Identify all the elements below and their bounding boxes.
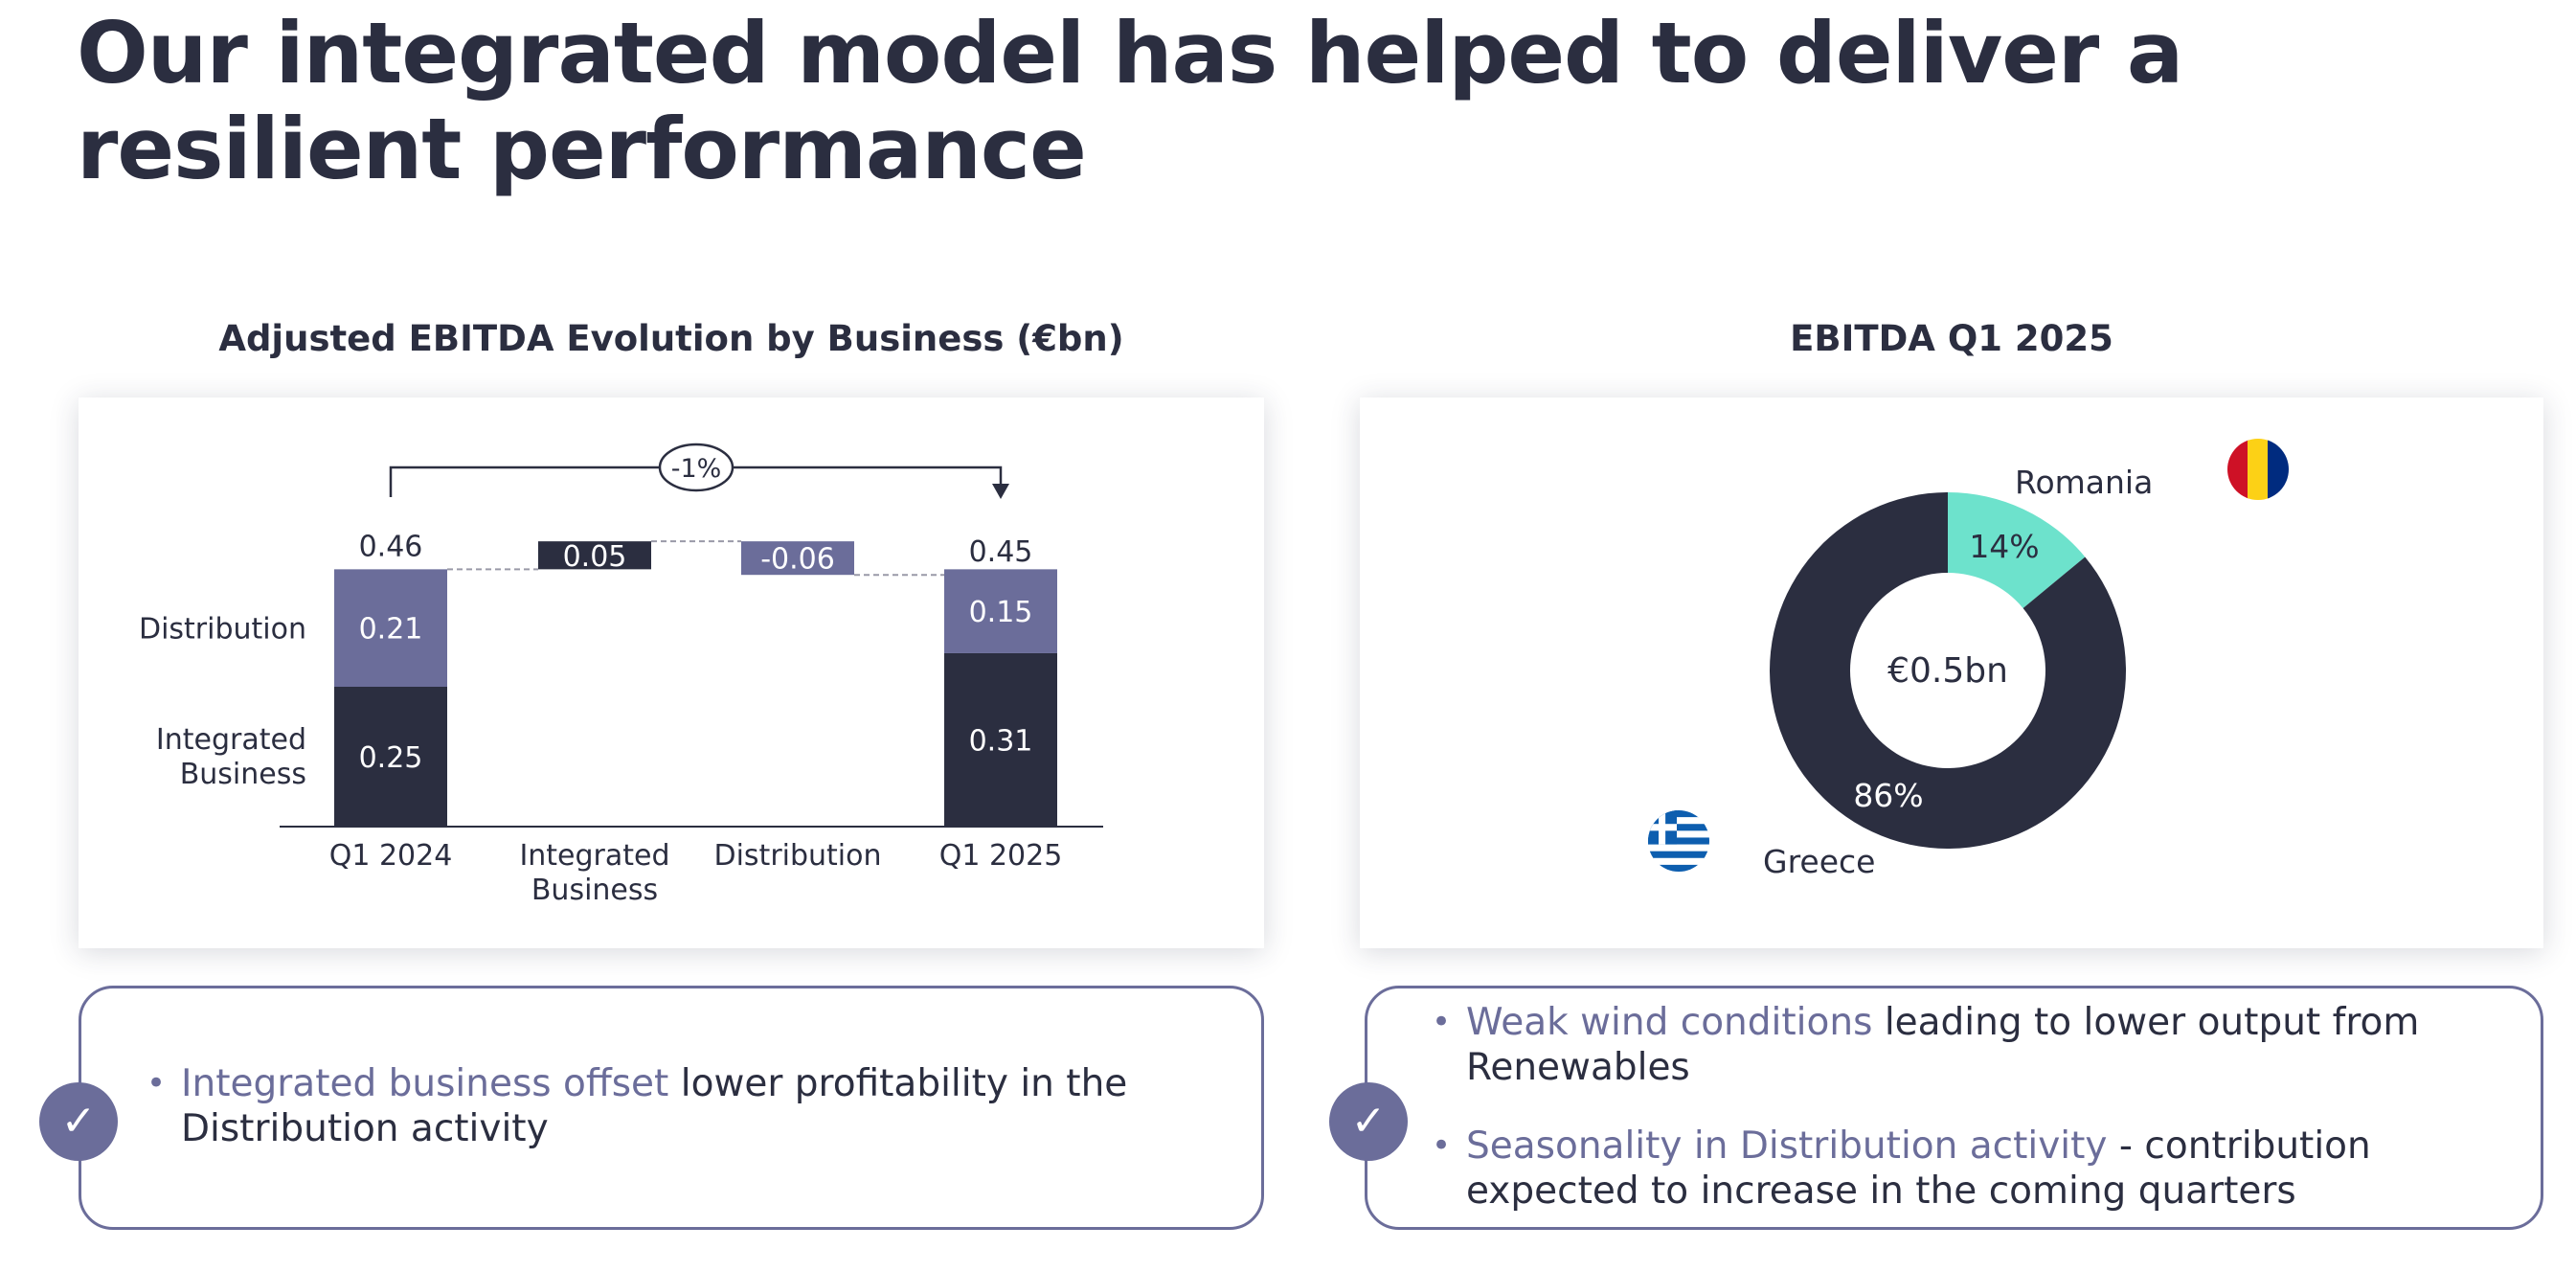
check-icon: ✓: [39, 1082, 118, 1161]
romania-flag-icon: [2227, 439, 2289, 500]
greece-flag-icon: [1648, 810, 1709, 872]
left-note-text: lower profitability in the Distribution …: [181, 1062, 1128, 1150]
delta-label-integrated-business: 0.05: [563, 540, 627, 574]
donut-chart-title: EBITDA Q1 2025: [1790, 318, 2113, 359]
delta-label-distribution: -0.06: [760, 543, 835, 577]
bar-distribution: [944, 569, 1057, 653]
slice-label-romania: 14%: [1969, 528, 2039, 565]
data-label-integrated-business: 0.25: [359, 741, 423, 775]
series-label-integrated-business: Business: [180, 758, 306, 791]
check-icon: ✓: [1329, 1082, 1408, 1161]
page-title: Our integrated model has helped to deliv…: [77, 4, 2183, 198]
bullet-dot: •: [147, 1064, 167, 1102]
region-label-greece: Greece: [1763, 843, 1875, 880]
total-label: 0.45: [969, 535, 1033, 569]
category-label: Integrated: [519, 839, 669, 873]
bar-integrated-business: [334, 687, 447, 827]
right-note-1-text: leading to lower output from Renewables: [1466, 1001, 2420, 1089]
total-label: 0.46: [359, 530, 423, 563]
right-note-2-highlight: Seasonality in Distribution activity: [1466, 1124, 2108, 1168]
category-label: Business: [531, 874, 658, 907]
change-label: -1%: [671, 454, 722, 484]
right-note-box: • Weak wind conditions leading to lower …: [1365, 986, 2543, 1230]
change-badge: [658, 443, 734, 492]
region-label-romania: Romania: [2015, 464, 2153, 501]
slice-label-greece: 86%: [1853, 777, 1923, 814]
bullet-dot: •: [1432, 1126, 1452, 1165]
right-note-bullet-1: • Weak wind conditions leading to lower …: [1432, 1000, 2481, 1090]
data-label-distribution: 0.21: [359, 613, 423, 647]
waterfall-chart-card: 0.25 0.21 0.46 0.31 0.15 0.45 0.05 -0.06 Q1 2024…: [79, 398, 1264, 948]
arrow-down-icon: [992, 484, 1009, 499]
series-label-integrated-business: Integrated: [156, 723, 306, 757]
waterfall-chart: 0.25 0.21 0.46 0.31 0.15 0.45 0.05 -0.06 Q1 2024…: [139, 443, 1103, 907]
left-note-highlight: Integrated business offset: [181, 1062, 669, 1105]
category-label: Q1 2024: [329, 839, 453, 873]
right-note-1-highlight: Weak wind conditions: [1466, 1001, 1873, 1044]
series-label-distribution: Distribution: [139, 613, 306, 647]
category-label: Q1 2025: [939, 839, 1063, 873]
bar-distribution: [334, 569, 447, 687]
bullet-dot: •: [1432, 1003, 1452, 1041]
left-note-box: • Integrated business offset lower profi…: [79, 986, 1264, 1230]
left-note-bullet: • Integrated business offset lower profi…: [147, 1061, 1215, 1151]
donut-chart-card: €0.5bn 14% 86% Romania Greece: [1360, 398, 2543, 948]
right-note-2-text: - contribution expected to increase in t…: [1466, 1124, 2371, 1213]
data-label-integrated-business: 0.31: [969, 724, 1033, 758]
delta-bar-distribution: [741, 541, 854, 576]
donut-chart: €0.5bn 14% 86% Romania Greece: [1648, 439, 2289, 880]
data-label-distribution: 0.15: [969, 596, 1033, 629]
right-note-bullet-2: • Seasonality in Distribution activity -…: [1432, 1124, 2481, 1214]
category-label: Distribution: [713, 839, 881, 873]
donut-slice-romania: [1948, 492, 2086, 608]
donut-slice-greece: [1770, 492, 2126, 849]
donut-center-label: €0.5bn: [1887, 651, 2008, 691]
delta-bar-integrated-business: [538, 541, 651, 570]
bar-integrated-business: [944, 652, 1057, 827]
waterfall-chart-title: Adjusted EBITDA Evolution by Business (€…: [218, 318, 1124, 359]
